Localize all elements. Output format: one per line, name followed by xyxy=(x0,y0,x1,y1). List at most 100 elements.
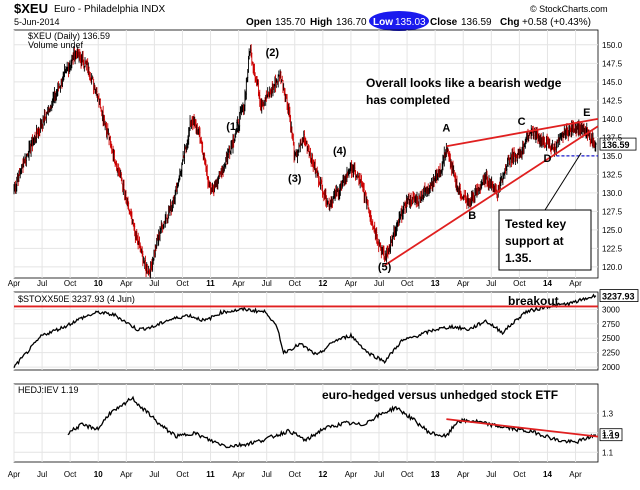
wave-label: A xyxy=(442,122,450,134)
y-tick-label: 3000 xyxy=(602,305,620,314)
last-value-label: 3237.93 xyxy=(602,292,635,302)
y-tick-label: 132.5 xyxy=(602,170,623,179)
x-tick-label-main: Jul xyxy=(37,279,47,288)
low-highlight xyxy=(369,11,429,31)
x-tick-label-bottom: Jul xyxy=(37,470,47,479)
y-tick-label: 2000 xyxy=(602,363,620,372)
x-tick-label-bottom: Apr xyxy=(120,470,133,479)
x-tick-label-bottom: 13 xyxy=(431,470,440,479)
last-value-box xyxy=(599,428,623,442)
y-tick-label: 142.5 xyxy=(602,96,623,105)
wave-label: B xyxy=(468,210,476,222)
x-tick-label-bottom: Oct xyxy=(289,470,302,479)
x-tick-label-bottom: Apr xyxy=(457,470,470,479)
y-tick-label: 145.0 xyxy=(602,78,623,87)
x-tick-label-main: Apr xyxy=(8,279,21,288)
wedge-trendline xyxy=(446,117,599,148)
x-tick-label-main: Apr xyxy=(345,279,358,288)
wave-label: E xyxy=(583,107,590,119)
x-tick-label-bottom: Oct xyxy=(176,470,189,479)
x-tick-label-bottom: Apr xyxy=(345,470,358,479)
open-value: 135.70 xyxy=(275,17,306,28)
hedj-trendline xyxy=(446,418,599,438)
x-tick-label-main: Apr xyxy=(457,279,470,288)
x-tick-label-main: 13 xyxy=(431,279,440,288)
y-tick-label: 127.5 xyxy=(602,207,623,216)
high-label: High xyxy=(310,17,332,28)
x-tick-label-bottom: 11 xyxy=(206,470,215,479)
x-tick-label-bottom: 10 xyxy=(94,470,103,479)
support-callout-line2: support at xyxy=(505,234,564,248)
y-tick-label: 2250 xyxy=(602,349,620,358)
main-legend-volume: Volume undef xyxy=(28,40,84,50)
x-tick-label-main: Apr xyxy=(569,279,582,288)
high-value: 136.70 xyxy=(336,17,367,28)
y-tick-label: 150.0 xyxy=(602,41,623,50)
x-tick-label-main: Jul xyxy=(149,279,159,288)
x-tick-label-bottom: 12 xyxy=(318,470,327,479)
chg-value: +0.58 (+0.43%) xyxy=(522,17,591,28)
last-value-box xyxy=(599,289,639,302)
chg-label: Chg xyxy=(500,17,519,28)
y-tick-label: 2500 xyxy=(602,334,620,343)
low-value: 135.03 xyxy=(395,17,426,28)
x-tick-label-main: Apr xyxy=(232,279,245,288)
x-tick-label-main: Apr xyxy=(120,279,133,288)
y-tick-label: 1.3 xyxy=(602,409,614,418)
x-tick-label-bottom: Jul xyxy=(149,470,159,479)
chart-source: © StockCharts.com xyxy=(530,4,608,14)
wave-label: D xyxy=(543,153,551,165)
y-tick-label: 122.5 xyxy=(602,244,623,253)
annotation-wedge-line2: has completed xyxy=(366,93,450,107)
hedj-legend: HEDJ:IEV 1.19 xyxy=(18,385,79,395)
open-label: Open xyxy=(246,17,272,28)
stoxx-series-line xyxy=(13,293,597,369)
last-value-label: 136.59 xyxy=(602,140,630,150)
x-tick-label-bottom: Apr xyxy=(232,470,245,479)
y-tick-label: 125.0 xyxy=(602,226,623,235)
support-callout-line3: 1.35. xyxy=(505,251,532,265)
x-tick-label-main: 11 xyxy=(206,279,215,288)
main-legend-title: $XEU (Daily) 136.59 xyxy=(28,31,110,41)
x-tick-label-bottom: Jul xyxy=(486,470,496,479)
wave-label: (3) xyxy=(288,173,302,185)
x-tick-label-bottom: Jul xyxy=(374,470,384,479)
y-tick-label: 137.5 xyxy=(602,133,623,142)
wedge-trendline xyxy=(384,125,599,267)
stoxx-legend: $STOXX50E 3237.93 (4 Jun) xyxy=(18,294,135,304)
x-tick-label-main: Jul xyxy=(374,279,384,288)
close-value: 136.59 xyxy=(461,17,492,28)
low-label: Low xyxy=(373,17,393,28)
y-tick-label: 2750 xyxy=(602,320,620,329)
annotation-wedge-line1: Overall looks like a bearish wedge xyxy=(366,76,562,90)
x-tick-label-main: Jul xyxy=(486,279,496,288)
y-tick-label: 120.0 xyxy=(602,263,623,272)
hedj-annotation: euro-hedged versus unhedged stock ETF xyxy=(322,388,558,402)
x-tick-label-main: Oct xyxy=(401,279,414,288)
support-callout-pointer xyxy=(544,152,582,211)
wave-label: (5) xyxy=(378,262,392,274)
x-tick-label-bottom: Apr xyxy=(569,470,582,479)
x-tick-label-bottom: Apr xyxy=(8,470,21,479)
x-tick-label-main: Oct xyxy=(176,279,189,288)
y-tick-label: 140.0 xyxy=(602,115,623,124)
close-label: Close xyxy=(430,17,458,28)
x-tick-label-bottom: Jul xyxy=(262,470,272,479)
x-tick-label-bottom: Oct xyxy=(401,470,414,479)
support-callout-line1: Tested key xyxy=(505,217,566,231)
x-tick-label-main: 10 xyxy=(94,279,103,288)
y-tick-label: 147.5 xyxy=(602,59,623,68)
x-tick-label-main: Oct xyxy=(513,279,526,288)
y-tick-label: 135.0 xyxy=(602,152,623,161)
breakout-annotation: breakout xyxy=(508,294,559,308)
hedj-series-line xyxy=(67,395,597,449)
y-tick-label: 1.1 xyxy=(602,448,614,457)
support-callout-box xyxy=(498,209,592,271)
chart-name: Euro - Philadelphia INDX xyxy=(54,4,165,15)
x-tick-label-main: Oct xyxy=(64,279,77,288)
x-tick-label-bottom: Oct xyxy=(64,470,77,479)
x-tick-label-bottom: Oct xyxy=(513,470,526,479)
wave-label: (1) xyxy=(226,121,240,133)
x-tick-label-main: Oct xyxy=(289,279,302,288)
